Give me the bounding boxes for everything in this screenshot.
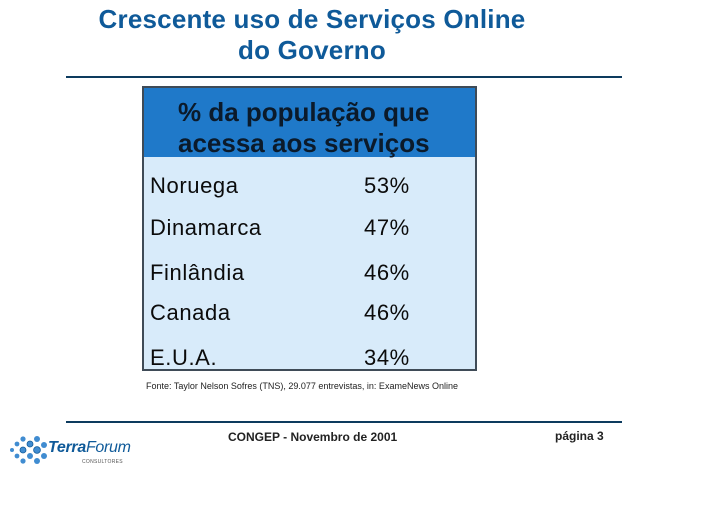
table-header-line2: acessa aos serviços xyxy=(178,128,430,158)
logo-wordmark: TerraForum xyxy=(48,439,131,457)
table-row: Finlândia 46% xyxy=(144,260,475,306)
logo-name-light: Forum xyxy=(85,439,131,456)
percent-cell: 34% xyxy=(364,345,410,370)
source-note: Fonte: Taylor Nelson Sofres (TNS), 29.07… xyxy=(146,381,458,391)
logo-name-bold: Terra xyxy=(48,439,86,456)
top-divider xyxy=(66,76,622,78)
page-number: página 3 xyxy=(555,429,604,443)
country-cell: Noruega xyxy=(150,173,239,198)
table-row: E.U.A. 34% xyxy=(144,345,475,391)
country-cell: Finlândia xyxy=(150,260,245,285)
table-row: Dinamarca 47% xyxy=(144,215,475,261)
table-row: Noruega 53% xyxy=(144,173,475,219)
country-cell: Canada xyxy=(150,300,231,325)
footer-event: CONGEP - Novembro de 2001 xyxy=(228,430,398,444)
slide-title: Crescente uso de Serviços Online do Gove… xyxy=(52,4,572,66)
table-row: Canada 46% xyxy=(144,300,475,346)
percent-cell: 46% xyxy=(364,260,410,285)
table-header-line1: % da população que xyxy=(178,97,430,127)
table-header: % da população que acessa aos serviços xyxy=(144,88,475,158)
logo-subtitle: CONSULTORES xyxy=(82,459,123,465)
percent-cell: 53% xyxy=(364,173,410,198)
terraforum-logo-icon xyxy=(10,436,47,464)
percent-cell: 47% xyxy=(364,215,410,240)
country-cell: Dinamarca xyxy=(150,215,262,240)
country-cell: E.U.A. xyxy=(150,345,218,370)
percentage-table: % da população que acessa aos serviços N… xyxy=(142,86,477,371)
slide-title-line1: Crescente uso de Serviços Online xyxy=(98,4,526,34)
slide-title-line2: do Governo xyxy=(238,35,386,65)
percent-cell: 46% xyxy=(364,300,410,325)
bottom-divider xyxy=(66,421,622,423)
